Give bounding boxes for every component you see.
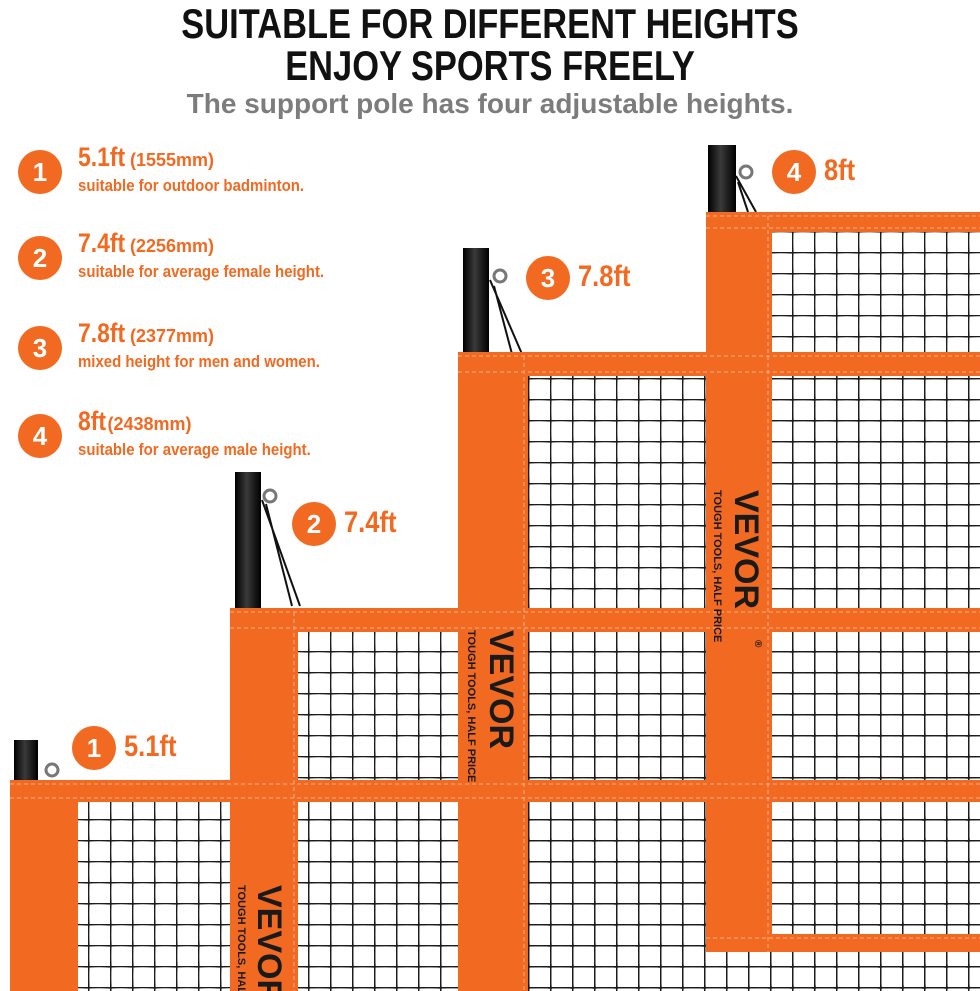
tag-label: 7.8ft	[578, 260, 631, 293]
height-ft: 5.1ft	[78, 142, 126, 172]
pole-4	[708, 145, 757, 215]
height-mm: (2377mm)	[129, 326, 215, 346]
pole-2	[235, 472, 301, 612]
spec-description: mixed height for men and women.	[78, 352, 320, 371]
frame-net-4	[706, 212, 980, 952]
registered-mark: ®	[752, 640, 763, 648]
height-ft: 7.4ft	[78, 228, 126, 258]
tag-label: 5.1ft	[124, 730, 177, 763]
subtitle: The support pole has four adjustable hei…	[186, 88, 794, 119]
brand-slogan-1: TOUGH TOOLS, HALF PRICE	[465, 630, 477, 782]
spec-height: 7.4ft (2256mm)	[78, 228, 214, 259]
brand-logo-1: VEVOR	[482, 630, 520, 749]
number-badge: 2	[18, 236, 62, 280]
spec-description: suitable for average female height.	[78, 262, 325, 281]
stitching	[10, 215, 980, 991]
brand-slogan-3: TOUGH TOOLS, HALF PRICE	[235, 885, 247, 991]
brand-logo-2: VEVOR	[727, 490, 765, 609]
number-badge: 3	[526, 256, 570, 300]
number-badge: 4	[772, 150, 816, 194]
number-badge: 1	[18, 150, 62, 194]
number-badge: 4	[18, 414, 62, 458]
height-ft: 8ft	[78, 406, 107, 436]
headline-line-2: ENJOY SPORTS FREELY	[285, 42, 695, 89]
number-badge: 1	[72, 726, 116, 770]
headline-line-1: SUITABLE FOR DIFFERENT HEIGHTS	[181, 0, 799, 47]
height-mm: (1555mm)	[129, 150, 215, 170]
number-badge: 3	[18, 326, 62, 370]
spec-height: 7.8ft (2377mm)	[78, 318, 214, 349]
tag-label: 8ft	[824, 154, 856, 187]
height-ft: 7.8ft	[78, 318, 126, 348]
brand-logo-3: VEVOR	[250, 885, 288, 991]
spec-description: suitable for outdoor badminton.	[78, 176, 305, 195]
spec-height: 5.1ft (1555mm)	[78, 142, 214, 173]
height-mm: (2256mm)	[129, 236, 215, 256]
brand-slogan-2: TOUGH TOOLS, HALF PRICE	[711, 490, 723, 642]
pole-3	[463, 248, 523, 358]
frame-net-2	[230, 608, 980, 991]
spec-description: suitable for average male height.	[78, 440, 311, 459]
spec-height: 8ft (2438mm)	[78, 406, 192, 437]
height-mm: (2438mm)	[107, 414, 192, 434]
number-badge: 2	[292, 502, 336, 546]
tag-label: 7.4ft	[344, 506, 397, 539]
